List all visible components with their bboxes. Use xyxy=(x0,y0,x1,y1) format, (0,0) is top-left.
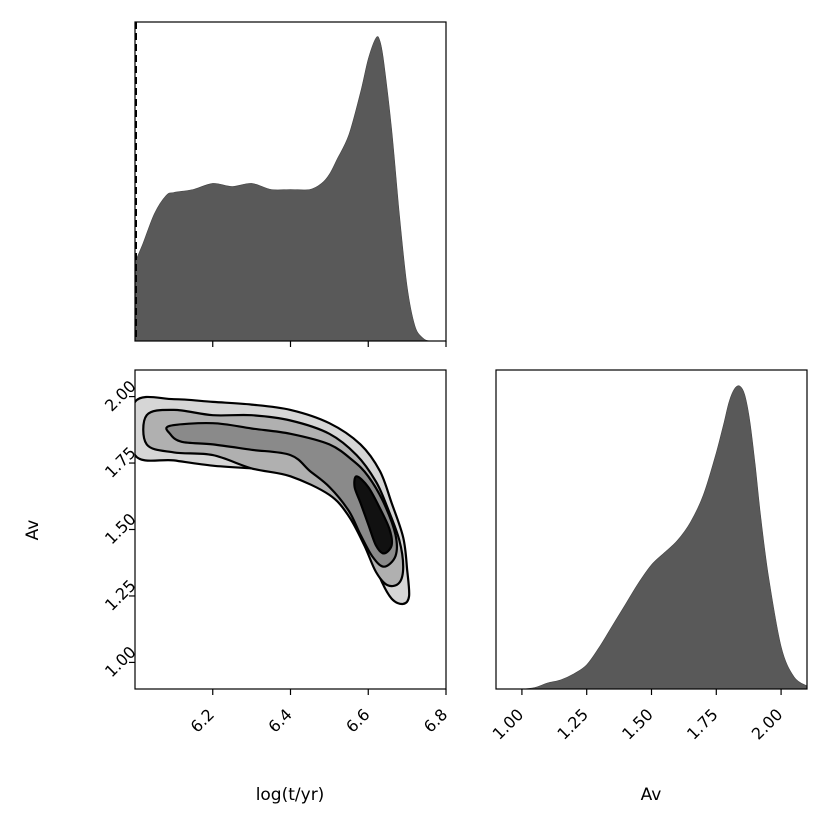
contour-ytick-label: 2.00 xyxy=(101,377,140,416)
contour-ytick-label: 1.00 xyxy=(101,642,140,681)
contour-core xyxy=(353,475,394,555)
contour-ytick-label: 1.50 xyxy=(101,509,140,548)
right-xtick-label: 1.25 xyxy=(553,705,592,744)
right-marginal-panel: 1.00 1.25 1.50 1.75 2.00 xyxy=(489,369,808,744)
right-xtick-label: 1.75 xyxy=(683,705,722,744)
contour-xtick-label: 6.6 xyxy=(342,705,373,736)
contour-panel: 6.2 6.4 6.6 6.8 1.00 1.25 1.50 1.75 2.00 xyxy=(101,369,451,736)
av-marginal-area xyxy=(495,385,808,690)
age-marginal-area xyxy=(134,36,447,342)
contour-ytick-label: 1.75 xyxy=(101,443,140,482)
contour-inner xyxy=(165,421,399,568)
right-xtick-label: 1.50 xyxy=(618,705,657,744)
right-xlabel: Av xyxy=(641,785,662,805)
right-xtick-label: 1.00 xyxy=(489,705,528,744)
left-xlabel: log(t/yr) xyxy=(256,785,325,805)
contour-xtick-label: 6.4 xyxy=(264,705,295,736)
contour-xtick-label: 6.8 xyxy=(420,705,451,736)
contour-ytick-label: 1.25 xyxy=(101,576,140,615)
top-marginal-panel xyxy=(134,21,447,347)
contour-xtick-label: 6.2 xyxy=(187,705,218,736)
right-xtick-label: 2.00 xyxy=(748,705,787,744)
left-ylabel: Av xyxy=(23,520,43,541)
